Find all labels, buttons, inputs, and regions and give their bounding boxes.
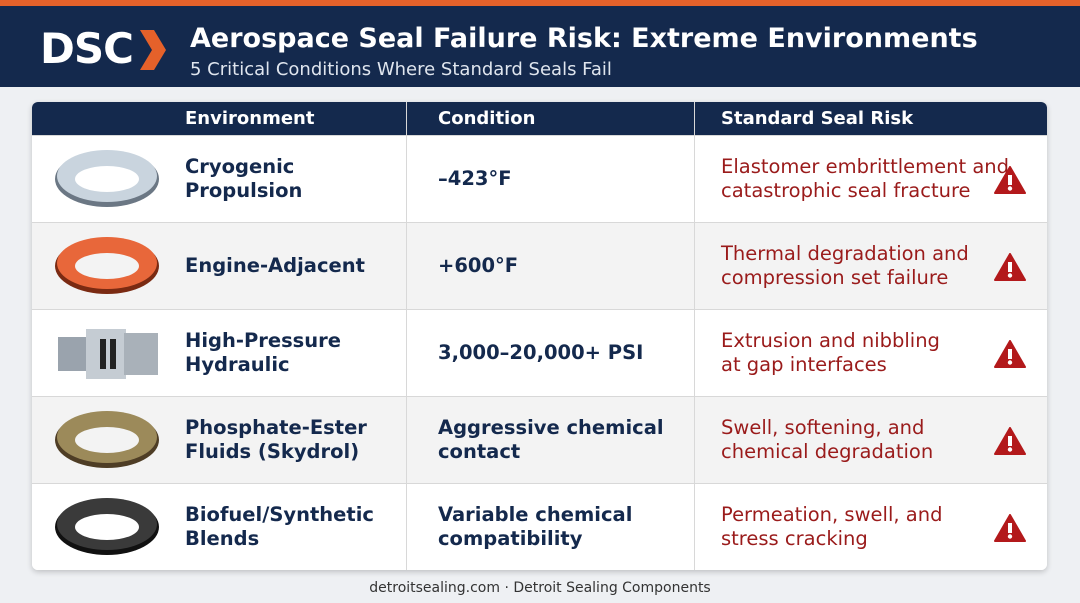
environment: High-Pressure Hydraulic [185,329,342,376]
warning-icon [994,166,1026,194]
table-row: Engine-Adjacent +600°F Thermal degradation… [32,222,1047,309]
condition: Aggressive chemical contact [438,416,664,463]
environment: Biofuel/Synthetic Blends [185,503,374,550]
seal-risk: Thermal degradation and compression set … [721,242,969,289]
table: Environment Condition Standard Seal Risk C… [32,102,1047,570]
seal-risk: Extrusion and nibbling at gap interfaces [721,329,940,376]
seal-image [55,237,159,294]
condition: Variable chemical compatibility [438,503,633,550]
warning-icon [994,253,1026,281]
subtitle: 5 Critical Conditions Where Standard Sea… [190,59,612,80]
environment: Cryogenic Propulsion [185,155,303,202]
seal-risk: Swell, softening, and chemical degradati… [721,416,934,463]
column-divider [694,102,695,570]
condition: +600°F [438,254,519,277]
seal-image [55,411,159,468]
logo-chevron [140,30,166,70]
table-header: Environment Condition Standard Seal Risk [32,102,1047,135]
seal-image [58,329,158,379]
warning-icon [994,340,1026,368]
column-header: Environment [185,108,315,129]
environment: Phosphate-Ester Fluids (Skydrol) [185,416,367,463]
table-row: Cryogenic Propulsion –423°F Elastomer embr… [32,135,1047,222]
column-divider [406,102,407,570]
seal-risk: Elastomer embrittlement and catastrophic… [721,155,1010,202]
table-row: Phosphate-Ester Fluids (Skydrol) Aggressi… [32,396,1047,483]
environment: Engine-Adjacent [185,254,365,277]
table-row: High-Pressure Hydraulic 3,000–20,000+ PSI… [32,309,1047,396]
table-row: Biofuel/Synthetic Blends Variable chemica… [32,483,1047,570]
seal-image [55,150,159,207]
column-header: Condition [438,108,536,129]
column-header: Standard Seal Risk [721,108,914,129]
warning-icon [994,427,1026,455]
footer: detroitsealing.com · Detroit Sealing Com… [369,580,711,596]
condition: 3,000–20,000+ PSI [438,341,644,364]
seal-image [55,498,159,555]
header-bar: DSC Aerospace Seal Failure Risk: Extreme… [0,0,1080,87]
condition: –423°F [438,167,512,190]
logo: DSC [40,24,134,73]
warning-icon [994,514,1026,542]
title: Aerospace Seal Failure Risk: Extreme Env… [190,23,978,54]
seal-risk: Permeation, swell, and stress cracking [721,503,943,550]
